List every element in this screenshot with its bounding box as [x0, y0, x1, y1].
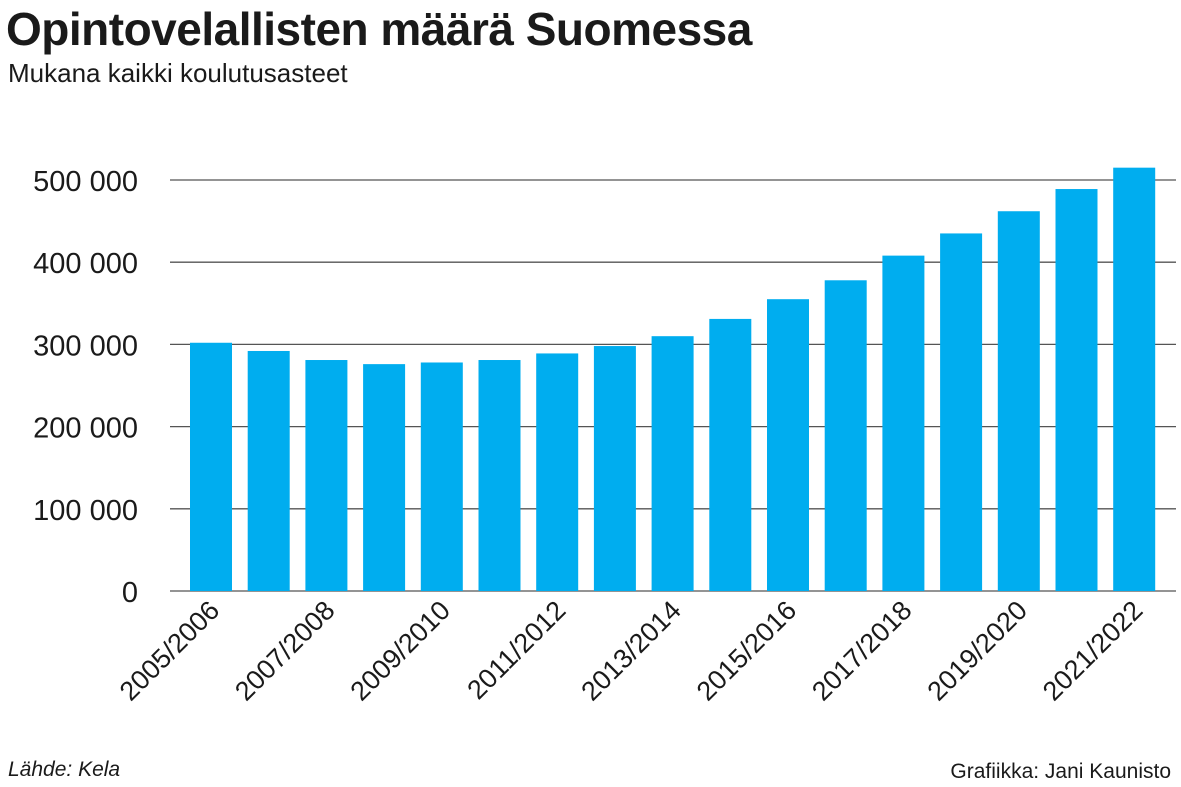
- bar-2016-2017: [824, 280, 867, 591]
- x-tick-label: 2019/2020: [922, 595, 1033, 706]
- y-tick-label: 200 000: [33, 413, 138, 445]
- bar-2006-2007: [247, 350, 290, 591]
- bar-2005-2006: [190, 342, 232, 591]
- bar-2012-2013: [593, 346, 636, 591]
- bar-2021-2022: [1113, 167, 1156, 592]
- bar-2008-2009: [363, 364, 406, 591]
- y-tick-label: 300 000: [33, 330, 138, 362]
- y-tick-label: 100 000: [33, 495, 138, 527]
- bars: [190, 167, 1156, 592]
- chart-subtitle: Mukana kaikki koulutusasteet: [8, 58, 348, 88]
- x-tick-label: 2021/2022: [1037, 595, 1148, 706]
- chart-title: Opintovelallisten määrä Suomessa: [6, 3, 752, 55]
- bar-2011-2012: [536, 353, 579, 591]
- bar-2015-2016: [767, 299, 809, 591]
- x-tick-label: 2009/2010: [345, 595, 456, 706]
- y-tick-label: 500 000: [33, 166, 138, 198]
- x-axis-ticks: 2005/2006 2007/2008 2009/2010 2011/2012 2013…: [114, 595, 1149, 706]
- x-tick-label: 2013/2014: [575, 595, 686, 706]
- x-tick-label: 2017/2018: [806, 595, 917, 706]
- x-tick-label: 2011/2012: [461, 595, 571, 705]
- y-axis-ticks: 0 100 000 200 000 300 000 400 000 500 000: [33, 166, 138, 609]
- bar-2019-2020: [997, 211, 1040, 591]
- x-tick-label: 2015/2016: [691, 595, 802, 706]
- bar-2020-2021: [1055, 189, 1098, 592]
- graphics-credit: Grafiikka: Jani Kaunisto: [950, 760, 1171, 783]
- bar-2010-2011: [478, 360, 521, 591]
- bar-2009-2010: [420, 362, 463, 591]
- x-tick-label: 2005/2006: [114, 595, 225, 706]
- bar-2014-2015: [709, 318, 752, 591]
- source-note: Lähde: Kela: [8, 758, 121, 781]
- bar-2018-2019: [940, 233, 983, 591]
- x-tick-label: 2007/2008: [229, 595, 340, 706]
- bar-2017-2018: [882, 255, 925, 591]
- bar-2007-2008: [305, 360, 348, 591]
- y-tick-label: 400 000: [33, 248, 138, 280]
- y-tick-label: 0: [122, 577, 138, 609]
- bar-2013-2014: [651, 336, 694, 591]
